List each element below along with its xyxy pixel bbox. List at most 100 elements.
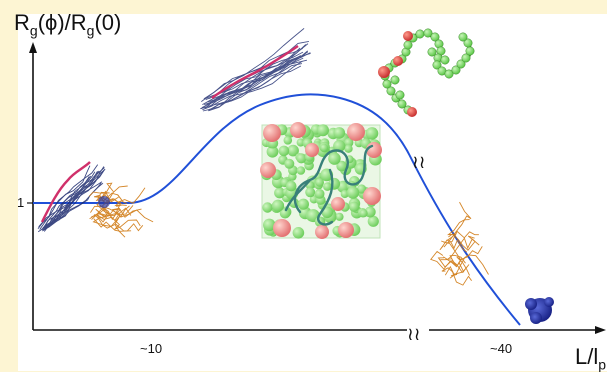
globule-lobe-3 <box>530 312 542 324</box>
bead-green <box>461 53 471 63</box>
orange-strand-high <box>441 267 472 286</box>
crowder-green <box>284 158 295 169</box>
orange-strand-high <box>445 256 471 276</box>
crowder-green <box>346 186 360 199</box>
crowder-green <box>305 187 316 198</box>
crowder-green <box>296 166 306 175</box>
ensemble-left-strand <box>43 166 105 232</box>
orange-strand-low <box>96 214 141 230</box>
bead-chain-illustration <box>378 28 475 117</box>
curve-break-symbol: ≀≀ <box>412 152 426 173</box>
bead-green <box>440 55 450 65</box>
bead-red <box>393 56 403 66</box>
crowder-green <box>314 189 325 199</box>
y-label-end: (0) <box>94 10 122 35</box>
orange-strand-low <box>90 207 142 218</box>
crowder-green <box>365 127 379 140</box>
bead-green <box>463 38 473 48</box>
ensemble-extended-strand <box>202 47 301 105</box>
bead-green <box>395 90 405 100</box>
crowder-red <box>338 222 354 238</box>
crowder-green <box>335 212 344 221</box>
conformation-ensemble-orange-low <box>89 182 154 238</box>
x-tick-10: ~10 <box>140 341 163 356</box>
crowder-green <box>274 187 286 199</box>
crowder-green <box>271 199 285 212</box>
globule-lobe-2 <box>544 297 554 307</box>
bead-green <box>444 69 454 79</box>
crowder-green <box>336 160 348 172</box>
crowded-box-chain <box>284 144 374 226</box>
y-label-main: R <box>14 10 30 35</box>
bead-green <box>415 29 425 39</box>
conformation-ensemble-extended <box>200 28 311 112</box>
crowder-green <box>296 153 307 164</box>
orange-strand-low <box>91 207 132 222</box>
crowder-green <box>333 140 346 153</box>
crowder-green <box>317 124 329 137</box>
crowder-green <box>323 182 332 191</box>
bead-green <box>465 46 475 56</box>
axis-break-gap <box>407 322 429 338</box>
orange-strand-high <box>443 201 472 248</box>
crowder-green <box>279 207 291 219</box>
ensemble-extended-strand <box>209 50 308 110</box>
crowder-green <box>328 152 341 165</box>
ensemble-extended-strand <box>200 65 302 110</box>
bead-red <box>407 107 417 117</box>
bead-green <box>427 47 437 57</box>
crowder-red <box>290 122 306 138</box>
bead-green <box>430 32 440 42</box>
crowder-green <box>278 145 290 157</box>
y-axis-label: Rg(ϕ)/Rg(0) <box>14 10 121 38</box>
bead-green <box>390 75 400 85</box>
ensemble-extended-strand <box>202 60 303 111</box>
crowder-green <box>315 178 324 187</box>
crowder-red <box>273 219 291 237</box>
orange-strand-low <box>90 198 127 213</box>
globule-lobe-1 <box>525 298 537 310</box>
crowder-green <box>320 143 329 152</box>
orange-strand-low <box>96 204 130 218</box>
bead-green <box>423 28 433 38</box>
y-label-sub1: g <box>29 22 38 39</box>
bead-green <box>456 59 466 69</box>
rg-ratio-curve <box>33 93 521 326</box>
bead-green <box>397 99 407 109</box>
axis-break-mark: ≀≀ <box>407 322 429 345</box>
y-label-sub2: g <box>86 22 95 39</box>
bead-red <box>378 66 390 78</box>
ensemble-left-strand <box>42 182 102 229</box>
orange-strand-low <box>93 214 132 232</box>
crowder-green <box>292 227 305 239</box>
crowder-red <box>263 124 281 142</box>
bead-green <box>458 32 468 42</box>
ensemble-extended-strand <box>201 57 304 109</box>
crowder-green <box>357 184 367 194</box>
orange-strand-high <box>439 239 468 253</box>
crowder-green <box>344 144 353 153</box>
crowder-red <box>366 142 382 158</box>
ensemble-left-mean <box>40 161 91 223</box>
y-axis-arrowhead <box>29 42 37 53</box>
crowder-green <box>283 136 293 145</box>
curve-break-mark: ≀≀ <box>412 152 426 173</box>
ensemble-extended-strand <box>203 28 305 99</box>
x-label-main: L/l <box>575 344 599 369</box>
y-label-mid: (ϕ)/R <box>37 10 87 35</box>
crowder-green <box>348 201 360 212</box>
orange-ensemble-core <box>98 196 110 208</box>
crowder-green <box>296 138 305 147</box>
bead-green <box>432 60 442 70</box>
conformation-ensemble-orange-high <box>430 201 489 286</box>
axes <box>27 42 606 334</box>
crowder-red <box>347 123 365 141</box>
orange-strand-high <box>449 254 489 279</box>
conformation-ensemble-left <box>37 161 106 233</box>
orange-strand-high <box>440 254 466 266</box>
crowder-green <box>359 209 368 218</box>
orange-strand-high <box>430 250 463 270</box>
crowder-green <box>285 180 297 192</box>
crowder-red <box>331 197 345 211</box>
